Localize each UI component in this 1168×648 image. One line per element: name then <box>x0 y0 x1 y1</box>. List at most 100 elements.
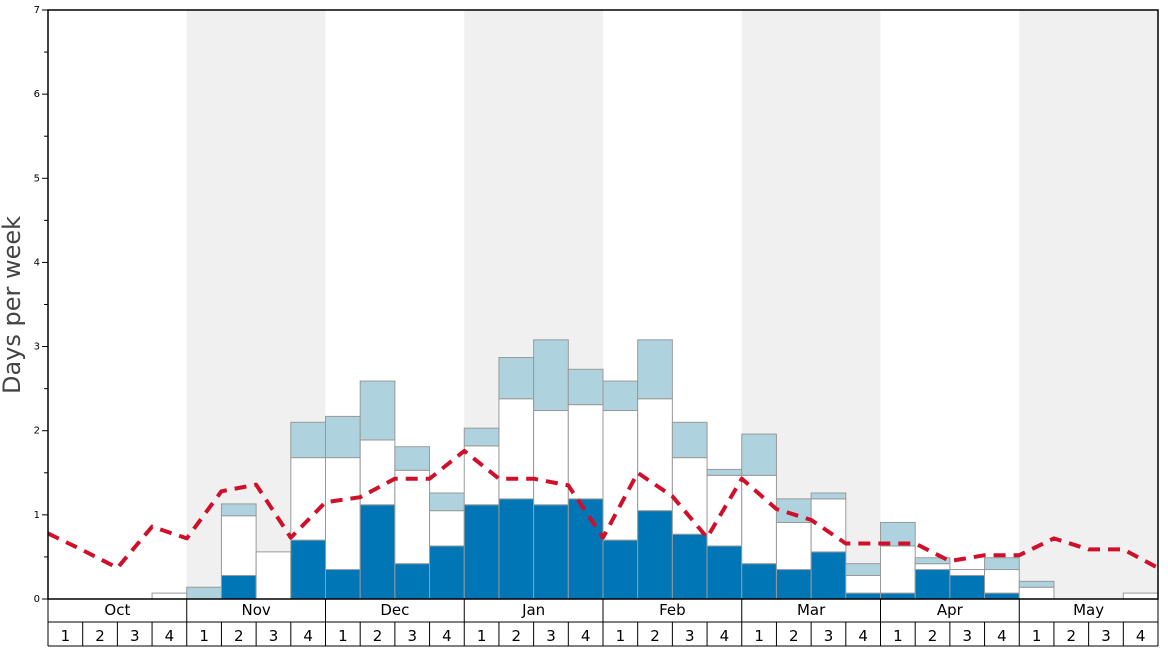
bar-segment-1 <box>567 404 604 500</box>
week-label: 4 <box>858 627 868 645</box>
bar-segment-2 <box>1018 580 1055 588</box>
bar-segment-2 <box>810 492 847 500</box>
bar-segment-0 <box>880 592 916 600</box>
week-label: 4 <box>303 627 313 645</box>
bars-layer <box>151 339 1159 600</box>
week-label: 2 <box>373 627 383 645</box>
bar-segment-2 <box>325 415 361 459</box>
month-label-apr: Apr <box>937 601 964 619</box>
bar-segment-1 <box>533 410 569 506</box>
bar-segment-1 <box>810 498 847 553</box>
week-label: 2 <box>650 627 660 645</box>
trend-line-layer <box>47 448 1159 570</box>
bar-segment-1 <box>255 551 292 600</box>
month-label-jan: Jan <box>521 601 545 619</box>
y-tick-label: 6 <box>34 89 40 100</box>
bar-segment-0 <box>845 592 881 600</box>
bar-segment-1 <box>325 457 361 571</box>
week-label: 4 <box>165 627 175 645</box>
week-label: 3 <box>269 627 279 645</box>
bar-segment-1 <box>151 592 188 600</box>
week-label: 3 <box>1101 627 1111 645</box>
bar-segment-2 <box>741 433 777 476</box>
bar-segment-1 <box>741 474 777 565</box>
bar-segment-1 <box>845 574 881 594</box>
y-tick-label: 4 <box>34 257 40 268</box>
week-label: 3 <box>824 627 834 645</box>
bar-segment-0 <box>533 504 569 600</box>
bar-segment-0 <box>394 563 431 600</box>
bar-segment-1 <box>429 510 465 547</box>
bar-segment-1 <box>498 398 535 500</box>
week-label: 1 <box>754 627 764 645</box>
y-tick-label: 2 <box>34 426 40 437</box>
month-label-feb: Feb <box>659 601 686 619</box>
bar-segment-2 <box>429 492 465 512</box>
bar-segment-1 <box>914 563 951 571</box>
bar-segment-2 <box>602 380 639 412</box>
bar-segment-0 <box>498 498 535 600</box>
week-label: 2 <box>928 627 938 645</box>
week-label: 2 <box>1067 627 1077 645</box>
week-label: 3 <box>407 627 417 645</box>
y-tick-label: 7 <box>34 5 40 16</box>
bar-segment-2 <box>914 557 951 565</box>
bar-segment-2 <box>880 521 916 547</box>
week-label: 1 <box>616 627 626 645</box>
week-label: 4 <box>1136 627 1146 645</box>
bar-segment-2 <box>637 339 673 400</box>
bar-segment-1 <box>949 569 986 576</box>
y-tick-label: 5 <box>34 173 40 184</box>
bar-segment-1 <box>880 545 916 594</box>
bar-segment-2 <box>845 563 881 576</box>
bar-segment-1 <box>290 457 326 541</box>
month-label-may: May <box>1073 601 1104 619</box>
week-label: 2 <box>234 627 244 645</box>
week-label: 4 <box>442 627 452 645</box>
bar-segment-1 <box>775 521 812 571</box>
bar-segment-0 <box>567 498 604 600</box>
bar-segment-2 <box>394 446 431 471</box>
bar-segment-0 <box>914 569 951 600</box>
bar-segment-0 <box>290 539 326 600</box>
bar-segment-1 <box>984 569 1020 594</box>
bar-segment-2 <box>498 357 535 400</box>
week-label: 3 <box>546 627 556 645</box>
bar-segment-1 <box>220 515 257 576</box>
y-tick-label: 0 <box>34 594 40 605</box>
month-label-oct: Oct <box>104 601 130 619</box>
bar-segment-2 <box>186 586 222 600</box>
bar-segment-0 <box>463 504 500 600</box>
week-label: 3 <box>962 627 972 645</box>
week-label: 1 <box>1032 627 1042 645</box>
bar-segment-0 <box>637 510 673 600</box>
bar-segment-0 <box>671 533 708 600</box>
y-tick-label: 3 <box>34 342 40 353</box>
trend-line <box>47 448 1159 570</box>
bar-segment-2 <box>706 468 743 476</box>
bar-segment-0 <box>775 569 812 600</box>
week-label: 1 <box>477 627 487 645</box>
week-label: 1 <box>893 627 903 645</box>
bar-segment-2 <box>359 380 396 441</box>
bar-segment-2 <box>984 557 1020 571</box>
week-label: 1 <box>338 627 348 645</box>
bar-segment-1 <box>394 469 431 565</box>
week-label: 4 <box>581 627 591 645</box>
bar-segment-0 <box>949 574 986 600</box>
month-label-mar: Mar <box>797 601 826 619</box>
bar-segment-0 <box>220 574 257 600</box>
bar-segment-1 <box>359 439 396 506</box>
bar-segment-0 <box>741 563 777 600</box>
bar-segment-1 <box>637 398 673 512</box>
bar-segment-1 <box>671 457 708 535</box>
bar-segment-0 <box>359 504 396 600</box>
week-label: 4 <box>997 627 1007 645</box>
week-label: 3 <box>130 627 140 645</box>
month-label-nov: Nov <box>241 601 270 619</box>
bar-segment-0 <box>706 545 743 600</box>
y-tick-label: 1 <box>34 510 40 521</box>
bar-segment-2 <box>290 421 326 459</box>
bar-segment-0 <box>602 539 639 600</box>
bar-segment-0 <box>429 545 465 600</box>
